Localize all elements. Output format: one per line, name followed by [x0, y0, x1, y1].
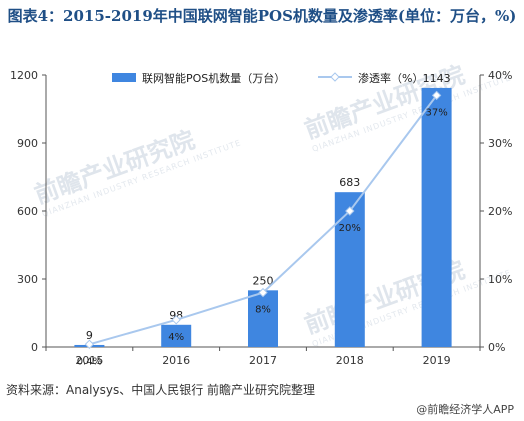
- chart-title: 图表4：2015-2019年中国联网智能POS机数量及渗透率(单位：万台，%): [7, 7, 517, 25]
- line-marker: [345, 206, 355, 216]
- bar-value-label: 683: [339, 176, 360, 189]
- left-tick-label: 1200: [10, 69, 38, 82]
- line-value-label: 0.4%: [77, 356, 102, 367]
- right-tick-label: 40%: [488, 69, 512, 82]
- bar: [334, 192, 365, 347]
- x-tick-label: 2016: [162, 354, 190, 367]
- left-tick-label: 0: [31, 341, 38, 354]
- left-tick-label: 600: [17, 205, 38, 218]
- brand-credit: @前瞻经济学人APP: [416, 403, 514, 416]
- line-marker: [171, 315, 181, 325]
- legend-line-label: 渗透率（%）: [358, 71, 423, 85]
- line-marker: [84, 339, 95, 349]
- x-tick-label: 2015: [75, 354, 103, 367]
- right-tick-label: 0%: [488, 341, 505, 354]
- x-tick-label: 2019: [423, 354, 451, 367]
- line-value-label: 37%: [425, 107, 447, 118]
- line-marker: [431, 90, 442, 101]
- legend-line-marker: [330, 72, 340, 82]
- bar: [421, 87, 452, 348]
- chart-area: 0 300 600 900 1200 0% 10% 20% 30% 40% 2015 2016 2017…: [10, 69, 512, 367]
- x-tick-label: 2018: [336, 354, 364, 367]
- right-tick-label: 30%: [488, 137, 512, 150]
- right-tick-label: 10%: [488, 273, 512, 286]
- legend-bar-swatch: [112, 73, 136, 82]
- line-value-label: 20%: [339, 223, 361, 234]
- left-tick-label: 300: [17, 273, 38, 286]
- bar-value-label: 250: [253, 274, 274, 287]
- bar: [248, 290, 278, 347]
- x-tick-label: 2017: [249, 354, 277, 367]
- bar: [161, 324, 192, 347]
- legend-bar-label: 联网智能POS机数量（万台）: [142, 71, 285, 85]
- right-tick-label: 20%: [488, 205, 512, 218]
- bar-value-label: 9: [86, 329, 93, 342]
- left-tick-label: 900: [17, 137, 38, 150]
- line-value-label: 8%: [255, 305, 271, 316]
- bar-value-label: 1143: [423, 72, 451, 85]
- line-marker: [258, 287, 268, 298]
- source-note: 资料来源：Analysys、中国人民银行 前瞻产业研究院整理: [6, 383, 316, 397]
- line-value-label: 4%: [168, 332, 184, 343]
